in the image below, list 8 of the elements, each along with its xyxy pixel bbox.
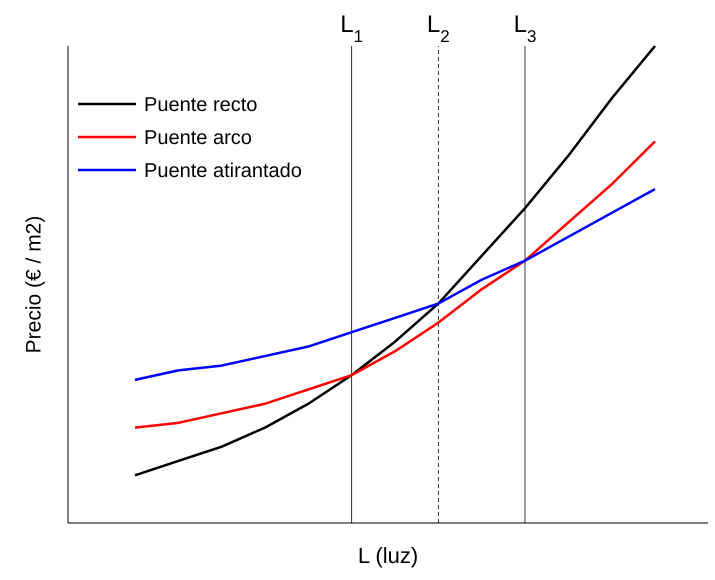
legend-label: Puente atirantado [144,160,302,182]
y-axis-title: Precio (€ / m2) [22,216,46,354]
legend-label: Puente recto [144,94,258,116]
text: L$_{3}$ [514,11,536,46]
text: L$_{1}$ [340,11,364,46]
legend-label: Puente arco [144,127,252,149]
x-axis-title: L (luz) [358,543,418,568]
text: L$_{2}$ [426,11,450,46]
